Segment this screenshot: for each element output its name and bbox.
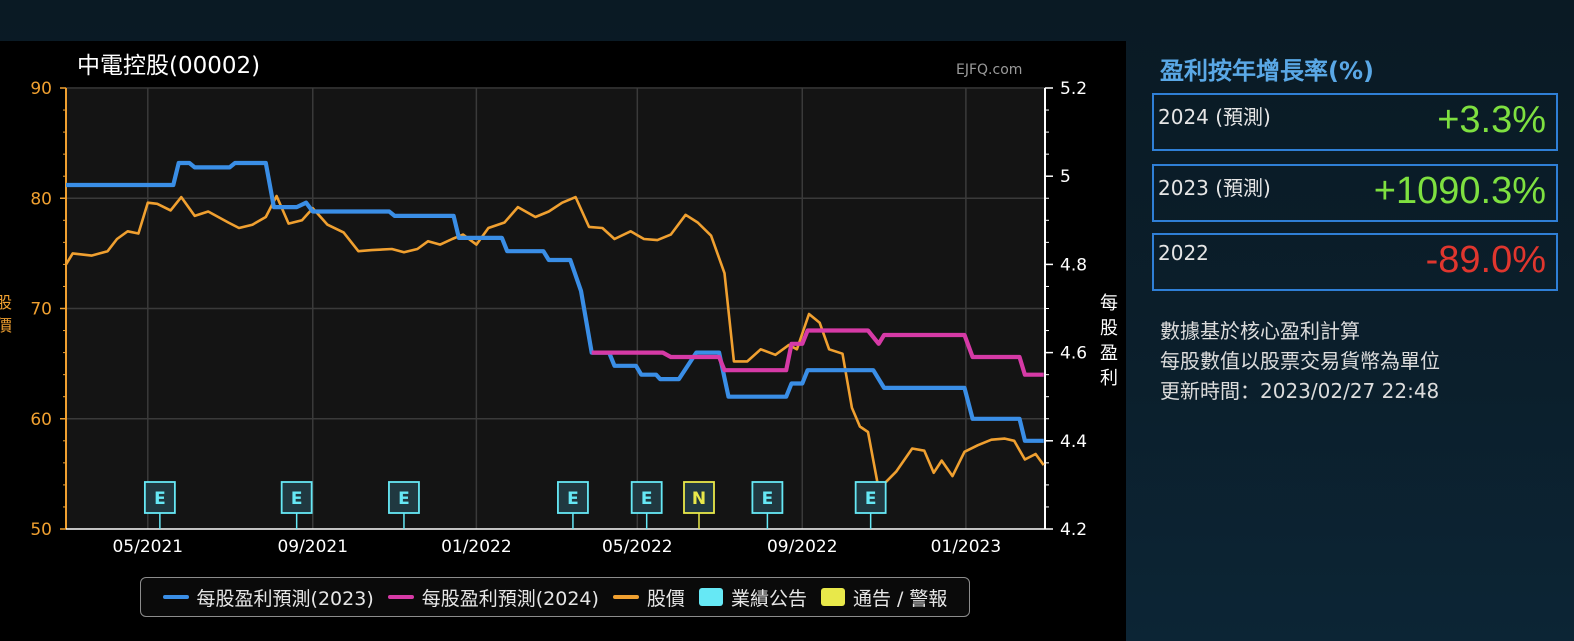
x-tick-label: 01/2023 xyxy=(931,537,1002,557)
growth-value: +1090.3% xyxy=(1373,170,1546,212)
x-tick-label: 05/2021 xyxy=(112,537,183,557)
growth-title: 盈利按年增長率(%) xyxy=(1160,57,1374,85)
marker-label: N xyxy=(692,489,706,509)
left-tick-label: 60 xyxy=(30,410,52,430)
right-tick-label: 4.6 xyxy=(1060,344,1087,364)
x-tick-label: 05/2022 xyxy=(602,537,673,557)
legend-label: 每股盈利預測(2023) xyxy=(196,587,374,610)
left-axis-label: 股價 xyxy=(0,293,12,335)
eps-price-chart: 05/2021 09/2021 01/2022 05/2022 09/2022 01/20… xyxy=(0,53,1118,557)
legend-label: 業績公告 xyxy=(730,587,807,610)
results-marker[interactable]: E xyxy=(751,481,784,529)
growth-year-label: 2022 xyxy=(1158,241,1209,265)
results-marker[interactable]: E xyxy=(630,481,663,529)
marker-box xyxy=(854,481,887,514)
marker-box xyxy=(683,481,715,514)
x-tick-label: 09/2022 xyxy=(767,537,838,557)
legend-swatch xyxy=(698,588,723,606)
grid xyxy=(66,87,1045,529)
left-axis-char: 股 xyxy=(0,293,12,312)
legend-item-notice[interactable]: 通告 / 警報 xyxy=(820,584,948,611)
right-tick-label: 5 xyxy=(1060,167,1071,187)
marker-label: E xyxy=(641,489,653,509)
chart-title: 中電控股(00002) xyxy=(77,53,260,79)
legend-label: 通告 / 警報 xyxy=(852,587,948,610)
marker-label: E xyxy=(154,489,166,509)
watermark: EJFQ.com xyxy=(956,62,1022,78)
right-axis-char: 股 xyxy=(1100,318,1118,339)
growth-row-2022: 2022 -89.0% xyxy=(1152,233,1558,291)
note-core-earnings: 數據基於核心盈利計算 xyxy=(1160,319,1360,343)
axes: 05/2021 09/2021 01/2022 05/2022 09/2022 01/20… xyxy=(30,79,1087,557)
legend-swatch xyxy=(612,595,639,599)
x-tick-label: 01/2022 xyxy=(441,537,512,557)
right-axis-char: 利 xyxy=(1100,368,1118,389)
right-tick-label: 4.4 xyxy=(1060,432,1087,452)
series-layer xyxy=(64,160,1045,491)
growth-value: +3.3% xyxy=(1437,99,1546,141)
left-tick-label: 50 xyxy=(30,520,52,540)
marker-box xyxy=(388,481,420,514)
right-axis-label: 每股盈利 xyxy=(1100,293,1118,389)
results-marker[interactable]: E xyxy=(557,481,589,529)
results-marker[interactable]: E xyxy=(143,481,176,529)
left-tick-label: 90 xyxy=(30,79,52,99)
chart-legend: 每股盈利預測(2023) 每股盈利預測(2024) 股價 業績公告 通告 / 警… xyxy=(140,577,970,617)
note-update-time: 更新時間：2023/02/27 22:48 xyxy=(1160,379,1440,403)
marker-label: E xyxy=(567,489,579,509)
marker-label: E xyxy=(762,489,774,509)
legend-label: 股價 xyxy=(646,587,685,610)
marker-box xyxy=(557,481,589,514)
results-marker[interactable]: E xyxy=(280,481,313,529)
marker-label: E xyxy=(865,489,877,509)
marker-label: E xyxy=(398,489,410,509)
legend-label: 每股盈利預測(2024) xyxy=(421,587,599,610)
results-marker[interactable]: E xyxy=(854,481,887,529)
eps-2023-line xyxy=(66,160,1044,443)
legend-item-eps-2024[interactable]: 每股盈利預測(2024) xyxy=(387,584,599,611)
marker-box xyxy=(143,481,176,514)
chart-panel: 05/2021 09/2021 01/2022 05/2022 09/2022 01/20… xyxy=(0,41,1126,641)
price-line xyxy=(64,194,1045,491)
legend-swatch xyxy=(387,595,414,599)
right-axis-char: 每 xyxy=(1100,293,1118,314)
left-tick-label: 70 xyxy=(30,300,52,320)
notice-marker[interactable]: N xyxy=(683,481,715,529)
left-axis-char: 價 xyxy=(0,316,12,335)
growth-row-2024: 2024 (預測) +3.3% xyxy=(1152,93,1558,151)
x-tick-label: 09/2021 xyxy=(277,537,348,557)
growth-row-2023: 2023 (預測) +1090.3% xyxy=(1152,164,1558,222)
right-tick-label: 4.8 xyxy=(1060,255,1087,275)
growth-year-label: 2024 (預測) xyxy=(1158,105,1271,129)
legend-item-eps-2023[interactable]: 每股盈利預測(2023) xyxy=(162,584,374,611)
marker-box xyxy=(751,481,784,514)
note-currency: 每股數值以股票交易貨幣為單位 xyxy=(1160,349,1440,373)
right-tick-label: 4.2 xyxy=(1060,520,1087,540)
marker-box xyxy=(630,481,663,514)
marker-box xyxy=(280,481,313,514)
growth-value: -89.0% xyxy=(1425,239,1546,281)
growth-year-label: 2023 (預測) xyxy=(1158,176,1271,200)
legend-swatch xyxy=(162,595,189,599)
eps-2024-line xyxy=(591,328,1044,377)
legend-item-price[interactable]: 股價 xyxy=(612,584,685,611)
right-axis-char: 盈 xyxy=(1100,343,1118,364)
growth-panel: 盈利按年增長率(%) 2024 (預測) +3.3% 2023 (預測) +10… xyxy=(1126,41,1574,641)
left-tick-label: 80 xyxy=(30,189,52,209)
results-marker[interactable]: E xyxy=(388,481,420,529)
legend-swatch xyxy=(820,588,845,606)
legend-item-results[interactable]: 業績公告 xyxy=(698,584,807,611)
right-tick-label: 5.2 xyxy=(1060,79,1087,99)
marker-label: E xyxy=(291,489,303,509)
